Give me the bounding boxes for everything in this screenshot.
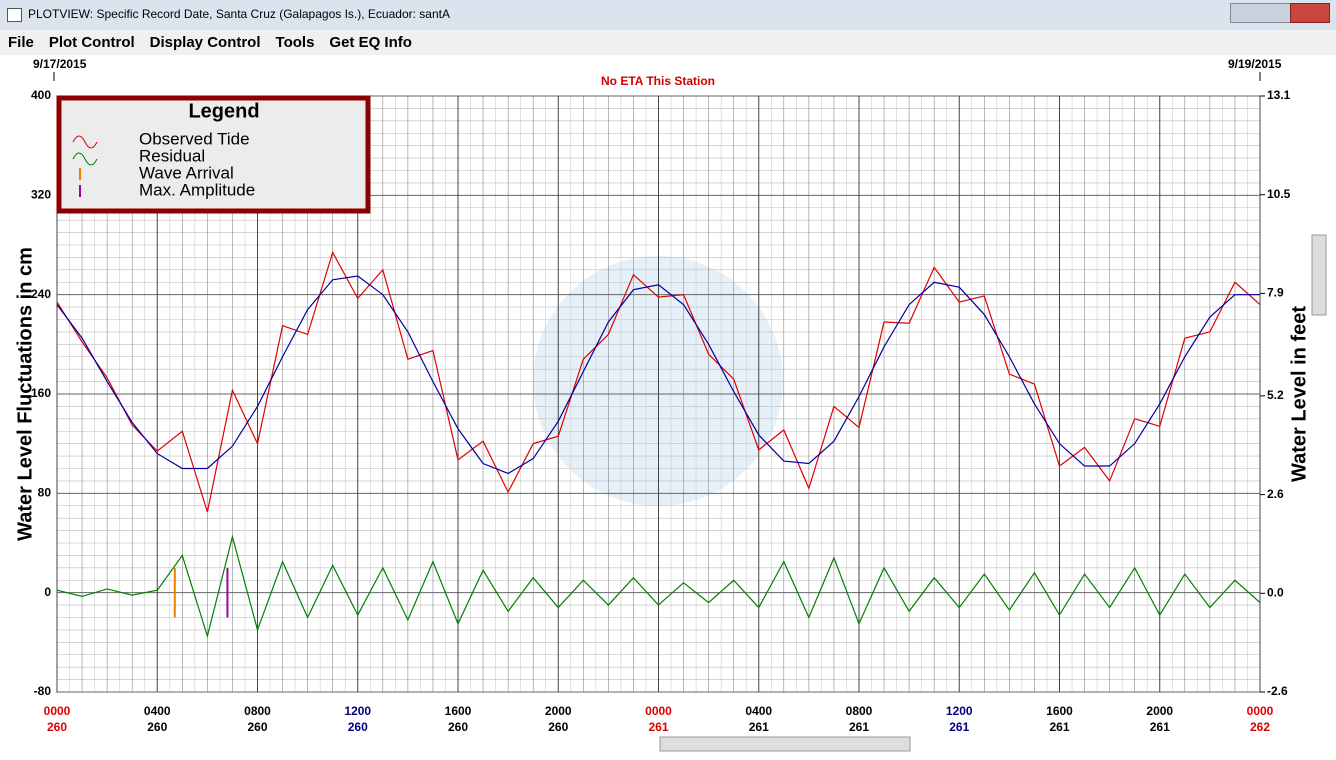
y2-tick-label: 2.6 [1267,487,1284,501]
x-tick-label: 0400 [144,704,171,718]
legend-title: Legend [188,100,259,122]
x-tick-day: 261 [1150,720,1170,734]
v-scrollbar-thumb[interactable] [1311,234,1327,316]
app-icon [7,8,22,22]
x-tick-label: 1600 [1046,704,1073,718]
x-tick-day: 260 [47,720,67,734]
x-tick-day: 260 [247,720,267,734]
start-date: 9/17/2015 [33,57,87,71]
menu-item[interactable]: File [8,34,34,51]
y-tick-label: 0 [44,585,51,599]
y-tick-label: 240 [31,287,51,301]
legend-icon [72,135,98,149]
chart: -80 0 80 160 240 320 400 -2.6 0.0 2.6 5.2 7.9 10.5 13… [14,57,1327,752]
title-bar: PLOTVIEW: Specific Record Date, Santa Cr… [0,0,1336,31]
x-tick-day: 261 [949,720,969,734]
x-tick-label: 1200 [946,704,973,718]
y-tick-label: -80 [34,684,52,698]
x-tick-label: 0800 [846,704,873,718]
x-tick-day: 262 [1250,720,1270,734]
x-tick-day: 261 [1049,720,1069,734]
y-tick-label: 160 [31,386,51,400]
close-button[interactable] [1290,3,1330,23]
menu-item[interactable]: Get EQ Info [329,34,412,51]
y-tick-label: 80 [38,486,52,500]
series-line [56,275,1260,475]
x-tick-day: 261 [648,720,668,734]
x-tick-label: 1200 [344,704,371,718]
x-tick-label: 2000 [545,704,572,718]
x-tick-label: 0800 [244,704,271,718]
x-tick-label: 0000 [645,704,672,718]
menu-item[interactable]: Tools [275,34,315,51]
legend-box [56,95,371,214]
end-date: 9/19/2015 [1228,57,1282,71]
y2-tick-label: 10.5 [1267,187,1291,201]
series-line [56,534,1261,639]
x-tick-day: 261 [749,720,769,734]
y-axis-label: Water Level Fluctuations in cm [14,247,36,541]
y2-tick-label: 5.2 [1267,388,1284,402]
y2-tick-label: 0.0 [1267,585,1284,599]
x-tick-day: 260 [147,720,167,734]
x-tick-label: 0400 [745,704,772,718]
menu-item[interactable]: Plot Control [48,34,135,51]
subtitle: No ETA This Station [601,74,715,88]
y2-tick-label: -2.6 [1267,684,1288,698]
legend-entry: Max. Amplitude [139,180,255,199]
y2-tick-label: 13.1 [1267,88,1291,102]
x-tick-day: 261 [849,720,869,734]
legend-entry: Observed Tide [139,129,250,148]
y2-axis-label: Water Level in feet [1288,306,1310,482]
x-tick-label: 1600 [445,704,472,718]
x-tick-day: 260 [348,720,368,734]
menu-item[interactable]: Display Control [149,34,261,51]
menu-bar: File Plot Control Display Control Tools Get … [0,30,1336,55]
series-line [56,250,1261,513]
x-tick-label: 0000 [44,704,71,718]
h-scrollbar-thumb[interactable] [659,736,911,752]
x-tick-day: 260 [448,720,468,734]
x-tick-label: 0000 [1247,704,1274,718]
x-tick-day: 260 [548,720,568,734]
y2-tick-label: 7.9 [1267,286,1284,300]
y-tick-label: 400 [31,88,51,102]
window-title: PLOTVIEW: Specific Record Date, Santa Cr… [28,7,450,21]
x-tick-label: 2000 [1146,704,1173,718]
legend-entry: Wave Arrival [139,163,234,182]
legend-icon [72,152,98,166]
legend-entry: Residual [139,146,205,165]
y-tick-label: 320 [31,188,51,202]
